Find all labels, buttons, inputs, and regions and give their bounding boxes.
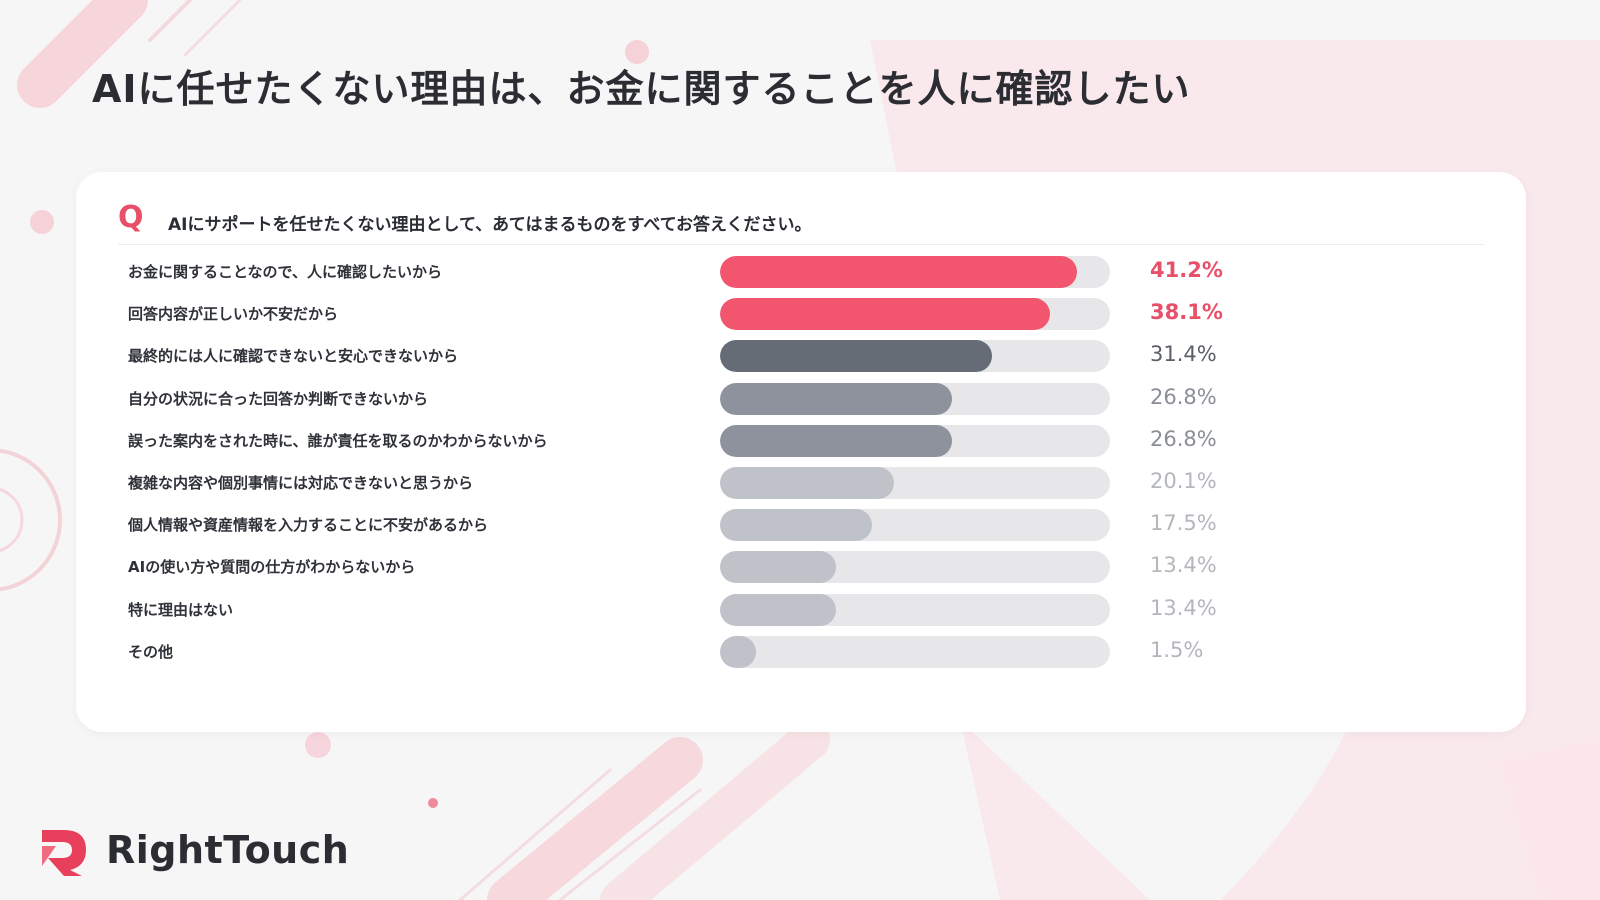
bar-label: 複雑な内容や個別事情には対応できないと思うから	[128, 474, 474, 492]
bar-value-label: 31.4%	[1150, 342, 1217, 367]
bar-track	[720, 298, 1110, 331]
righttouch-logo-icon	[42, 830, 86, 876]
bar-fill	[720, 256, 1078, 288]
bar-track	[720, 467, 1110, 499]
bar-value-label: 20.1%	[1150, 469, 1217, 493]
page-title: AIに任せたくない理由は、お金に関することを人に確認したい	[92, 67, 1191, 111]
bar-row: AIの使い方や質問の仕方がわからないから 13.4%	[76, 547, 1526, 587]
bar-value-label: 13.4%	[1150, 595, 1217, 620]
bar-row: その他 1.5%	[76, 632, 1526, 672]
survey-card: Q AIにサポートを任せたくない理由として、あてはまるものをすべてお答えください…	[76, 172, 1526, 732]
bar-value-label: 26.8%	[1150, 384, 1217, 409]
question-text: AIにサポートを任せたくない理由として、あてはまるものをすべてお答えください。	[168, 215, 812, 235]
bar-row: 特に理由はない 13.4%	[76, 590, 1526, 630]
bar-fill	[720, 635, 756, 668]
bar-row: 誤った案内をされた時に、誰が責任を取るのかわからないから 26.8%	[76, 421, 1526, 461]
bar-label: 特に理由はない	[128, 600, 234, 619]
bar-value-label: 17.5%	[1150, 511, 1217, 536]
bar-label: その他	[128, 642, 174, 661]
bar-value-label: 13.4%	[1150, 553, 1217, 578]
bar-label: 最終的には人に確認できないと安心できないから	[128, 347, 459, 366]
question-mark: Q	[118, 200, 144, 235]
brand-logo: RightTouch	[38, 822, 368, 878]
bar-track	[720, 593, 1110, 626]
bar-row: 自分の状況に合った回答か判断できないから 26.8%	[76, 379, 1526, 419]
bar-label: 自分の状況に合った回答か判断できないから	[128, 389, 429, 408]
bar-track	[720, 424, 1110, 457]
bar-value-label: 26.8%	[1150, 426, 1217, 451]
bar-label: お金に関することなので、人に確認したいから	[128, 263, 442, 281]
bar-value-label: 41.2%	[1150, 258, 1223, 282]
bar-chart: お金に関することなので、人に確認したいから 41.2% 回答内容が正しいか不安だから…	[76, 172, 1526, 732]
bar-fill	[720, 509, 872, 542]
bar-label: 個人情報や資産情報を入力することに不安があるから	[128, 516, 489, 535]
bar-fill	[720, 424, 953, 457]
bar-fill	[720, 298, 1051, 331]
bar-row: 最終的には人に確認できないと安心できないから 31.4%	[76, 336, 1526, 376]
question-header: Q AIにサポートを任せたくない理由として、あてはまるものをすべてお答えください…	[118, 198, 1484, 245]
bar-label: 誤った案内をされた時に、誰が責任を取るのかわからないから	[128, 431, 548, 450]
bar-fill	[720, 551, 837, 584]
brand-name: RightTouch	[106, 828, 350, 872]
bar-fill	[720, 593, 837, 626]
bar-label: AIの使い方や質問の仕方がわからないから	[128, 558, 416, 577]
bar-fill	[720, 382, 953, 415]
bar-track	[720, 256, 1110, 288]
bar-track	[720, 551, 1110, 584]
bar-row: お金に関することなので、人に確認したいから 41.2%	[76, 252, 1526, 292]
bar-track	[720, 382, 1110, 415]
bar-row: 複雑な内容や個別事情には対応できないと思うから 20.1%	[76, 463, 1526, 503]
bar-row: 個人情報や資産情報を入力することに不安があるから 17.5%	[76, 505, 1526, 545]
bar-track	[720, 509, 1110, 542]
bar-track	[720, 635, 1110, 668]
bar-track	[720, 340, 1110, 373]
bar-fill	[720, 340, 993, 373]
bar-row: 回答内容が正しいか不安だから 38.1%	[76, 294, 1526, 334]
bar-value-label: 38.1%	[1150, 300, 1223, 325]
bar-label: 回答内容が正しいか不安だから	[128, 305, 339, 324]
bar-fill	[720, 467, 895, 499]
bar-value-label: 1.5%	[1150, 637, 1204, 662]
